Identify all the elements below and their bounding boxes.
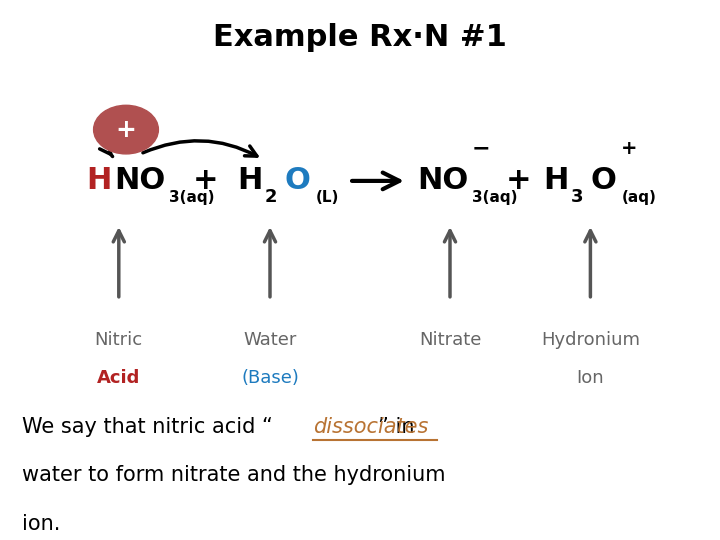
Text: NO: NO xyxy=(114,166,165,195)
Text: (L): (L) xyxy=(315,190,338,205)
Text: 3(aq): 3(aq) xyxy=(472,190,517,205)
Text: Nitrate: Nitrate xyxy=(419,331,481,349)
Text: (Base): (Base) xyxy=(241,369,299,387)
Text: −: − xyxy=(472,138,490,159)
Text: Hydronium: Hydronium xyxy=(541,331,640,349)
Circle shape xyxy=(94,105,158,154)
Text: 3(aq): 3(aq) xyxy=(169,190,215,205)
Text: water to form nitrate and the hydronium: water to form nitrate and the hydronium xyxy=(22,465,445,485)
Text: +: + xyxy=(621,139,638,158)
Text: H: H xyxy=(238,166,263,195)
Text: H: H xyxy=(86,166,112,195)
Text: +: + xyxy=(192,166,218,195)
Text: Example Rx·N #1: Example Rx·N #1 xyxy=(213,23,507,52)
Text: ” in: ” in xyxy=(378,416,415,437)
Text: Water: Water xyxy=(243,331,297,349)
Text: +: + xyxy=(116,118,136,141)
Text: H: H xyxy=(544,166,569,195)
Text: 2: 2 xyxy=(265,188,277,206)
Text: Acid: Acid xyxy=(97,369,140,387)
Text: (aq): (aq) xyxy=(621,190,656,205)
Text: O: O xyxy=(284,166,310,195)
Text: Ion: Ion xyxy=(577,369,604,387)
Text: ion.: ion. xyxy=(22,514,60,534)
Text: Nitric: Nitric xyxy=(95,331,143,349)
Text: dissociates: dissociates xyxy=(313,416,428,437)
Text: We say that nitric acid “: We say that nitric acid “ xyxy=(22,416,272,437)
Text: +: + xyxy=(505,166,531,195)
Text: O: O xyxy=(590,166,616,195)
Text: 3: 3 xyxy=(571,188,583,206)
Text: NO: NO xyxy=(418,166,469,195)
